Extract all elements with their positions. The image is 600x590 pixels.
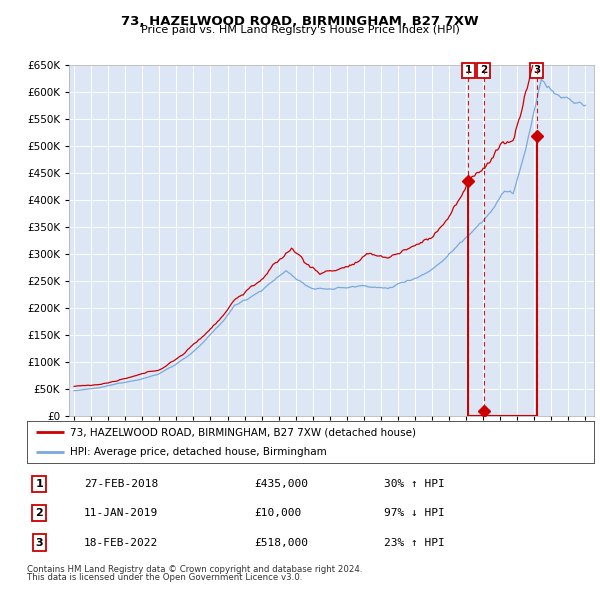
Text: Price paid vs. HM Land Registry's House Price Index (HPI): Price paid vs. HM Land Registry's House …	[140, 25, 460, 35]
Text: £518,000: £518,000	[254, 537, 308, 548]
Text: £10,000: £10,000	[254, 509, 301, 518]
Text: Contains HM Land Registry data © Crown copyright and database right 2024.: Contains HM Land Registry data © Crown c…	[27, 565, 362, 574]
Text: 73, HAZELWOOD ROAD, BIRMINGHAM, B27 7XW (detached house): 73, HAZELWOOD ROAD, BIRMINGHAM, B27 7XW …	[70, 427, 416, 437]
Text: 1: 1	[465, 65, 472, 76]
Text: 3: 3	[533, 65, 540, 76]
Text: 3: 3	[35, 537, 43, 548]
Text: 30% ↑ HPI: 30% ↑ HPI	[384, 479, 445, 489]
Text: 97% ↓ HPI: 97% ↓ HPI	[384, 509, 445, 518]
Text: 27-FEB-2018: 27-FEB-2018	[84, 479, 158, 489]
Text: 1: 1	[35, 479, 43, 489]
Text: This data is licensed under the Open Government Licence v3.0.: This data is licensed under the Open Gov…	[27, 573, 302, 582]
Text: 23% ↑ HPI: 23% ↑ HPI	[384, 537, 445, 548]
Text: HPI: Average price, detached house, Birmingham: HPI: Average price, detached house, Birm…	[70, 447, 326, 457]
Text: 18-FEB-2022: 18-FEB-2022	[84, 537, 158, 548]
Text: 2: 2	[480, 65, 487, 76]
Text: 2: 2	[35, 509, 43, 518]
Text: 11-JAN-2019: 11-JAN-2019	[84, 509, 158, 518]
Text: 73, HAZELWOOD ROAD, BIRMINGHAM, B27 7XW: 73, HAZELWOOD ROAD, BIRMINGHAM, B27 7XW	[121, 15, 479, 28]
Text: £435,000: £435,000	[254, 479, 308, 489]
